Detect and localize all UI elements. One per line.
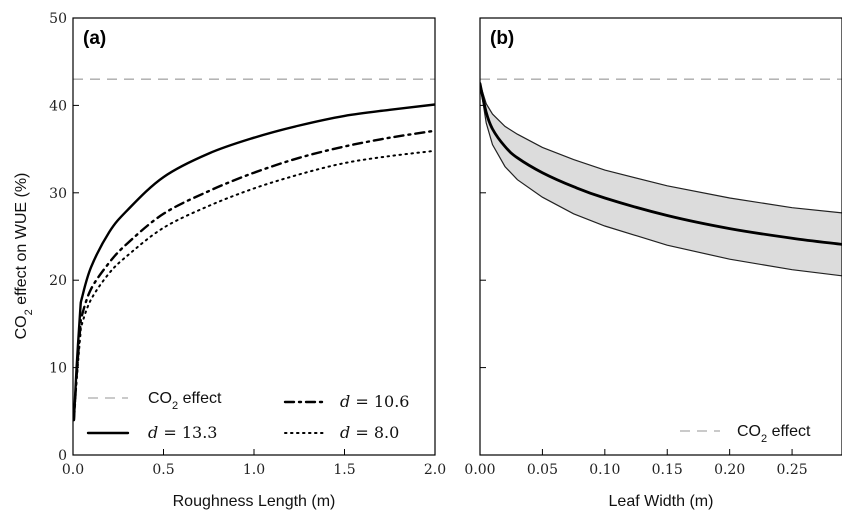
panel-label: (b) [490,28,514,49]
x-tick-label: 0.10 [589,462,620,478]
legend-val: = 13.3 [158,423,217,442]
legend-label-series-1: d = 10.6 [340,392,409,411]
uncertainty-band [480,83,842,276]
legend-effect: effect [767,423,811,440]
series-line-2 [73,149,435,421]
panel-b: 0.00 0.05 0.10 0.15 0.20 0.25 Leaf Width (m) (b… [464,17,842,510]
x-tick-label: 1.0 [243,462,265,478]
plot-frame [72,17,436,456]
x-tick-label: 0.5 [152,462,174,478]
legend-label-reference: CO2 effect [737,423,811,445]
y-tick-label: 20 [49,273,67,289]
legend-val: = 8.0 [350,423,399,442]
legend-label-series-2: d = 8.0 [340,423,399,442]
x-tick-label: 0.20 [714,462,745,478]
y-tick-label: 0 [58,448,67,464]
x-tick-label: 0.15 [652,462,683,478]
legend-var: d [340,392,350,411]
y-axis-label-a: CO [13,315,30,339]
band-upper-edge [480,83,842,214]
plot-frame [479,17,842,456]
y-tick-label: 50 [49,11,67,27]
band-lower-edge [480,83,842,277]
y-axis-label-sub: 2 [23,309,35,315]
x-tick-label: 1.5 [333,462,355,478]
legend-label-reference: CO2 effect [148,390,222,412]
legend-effect: effect [178,390,222,407]
x-tick-label: 0.00 [464,462,495,478]
panel-a: 0 10 20 30 40 50 0.0 0.5 1.0 1.5 2.0 Roughness Leng… [49,11,446,510]
legend-co: CO [148,390,172,407]
legend-sub: 2 [761,433,767,445]
legend-co: CO [737,423,761,440]
legend-val: = 10.6 [350,392,409,411]
x-axis-label: Leaf Width (m) [609,493,714,510]
series-line-0 [480,82,842,246]
legend-var: d [148,423,158,442]
x-tick-label: 0.25 [776,462,807,478]
x-tick-label: 2.0 [424,462,446,478]
plot-area [480,78,842,277]
y-axis-label-b: effect on WUE (%) [13,173,30,310]
series-line-0 [73,103,435,422]
x-tick-label: 0.0 [62,462,84,478]
y-tick-label: 40 [49,98,67,114]
x-axis-label: Roughness Length (m) [173,493,336,510]
legend-sub: 2 [172,400,178,412]
series-line-1 [73,129,435,422]
y-tick-label: 10 [49,361,67,377]
legend-var: d [340,423,350,442]
legend-label-series-0: d = 13.3 [148,423,217,442]
panel-label: (a) [83,28,106,49]
x-tick-label: 0.05 [527,462,558,478]
y-axis-label: CO2 effect on WUE (%) [13,173,35,340]
plot-area [73,78,435,422]
y-tick-label: 30 [49,186,67,202]
